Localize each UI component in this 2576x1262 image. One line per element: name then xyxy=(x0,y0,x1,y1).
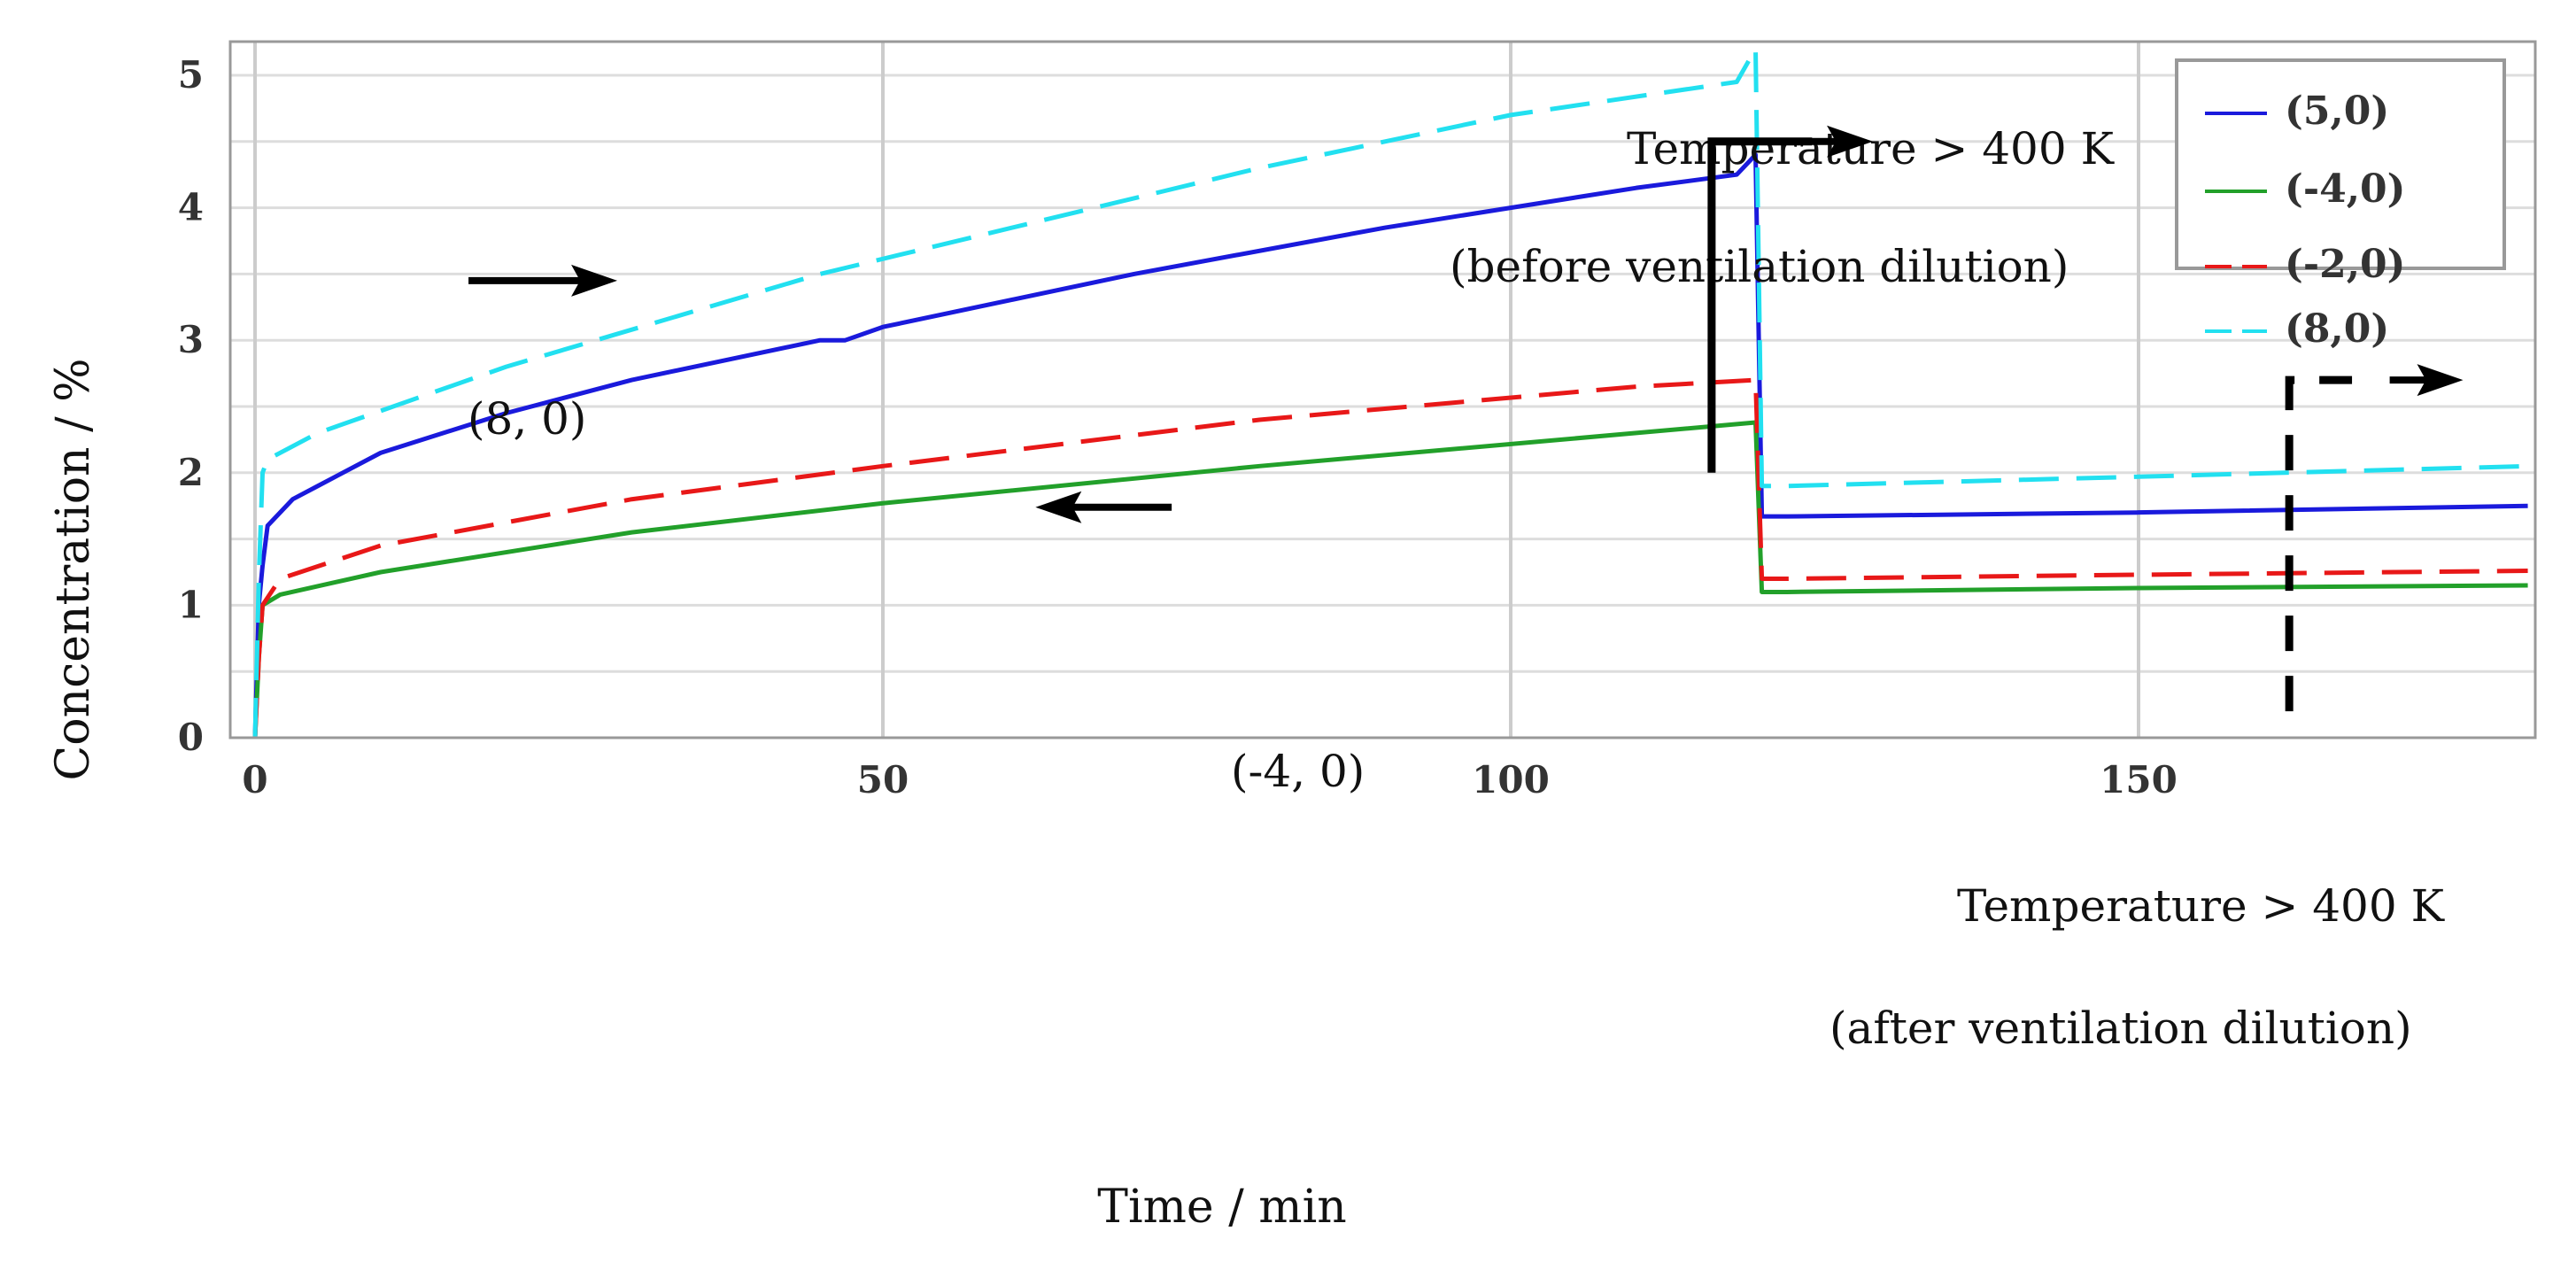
before-arrow-head xyxy=(1827,125,1874,158)
y-tick-label: 0 xyxy=(178,716,204,759)
legend-label: (-4,0) xyxy=(2285,166,2405,212)
series-line-0 xyxy=(252,152,2528,739)
annotation-after-line1: Temperature > 400 K xyxy=(1957,880,2446,932)
annotation-after-line2: (after ventilation dilution) xyxy=(1830,1003,2412,1054)
y-tick-label: 1 xyxy=(178,583,204,626)
annotation-label-m4-0: (-4, 0) xyxy=(1231,746,1365,797)
y-axis-label: Concentration / % xyxy=(47,358,100,780)
legend: (5,0) (-4,0) (-2,0) (8,0) xyxy=(2175,58,2506,352)
legend-label: (5,0) xyxy=(2285,89,2389,134)
x-tick-label: 100 xyxy=(1472,758,1550,801)
after-bracket xyxy=(2285,376,2353,712)
x-axis-label: Time / min xyxy=(1097,1181,1346,1234)
y-tick-label: 4 xyxy=(178,186,204,229)
annotation-arrows xyxy=(468,125,2464,712)
grid xyxy=(230,42,2535,739)
series-lines xyxy=(252,46,2528,739)
legend-label: (-2,0) xyxy=(2285,242,2405,287)
annotation-before-line1: Temperature > 400 K xyxy=(1627,123,2116,174)
plot-frame xyxy=(228,40,2537,739)
x-tick-label: 150 xyxy=(2100,758,2178,801)
series-line-2 xyxy=(252,377,2528,739)
y-tick-label: 2 xyxy=(178,451,204,494)
series-line-3 xyxy=(252,46,2528,739)
arrow-8-0-head xyxy=(571,264,618,297)
legend-box xyxy=(2175,58,2506,270)
series-line-1 xyxy=(252,420,2528,739)
y-tick-label: 3 xyxy=(178,318,204,361)
y-tick-label: 5 xyxy=(178,53,204,97)
annotation-before-line2: (before ventilation dilution) xyxy=(1450,241,2069,292)
x-tick-label: 50 xyxy=(857,758,909,801)
annotation-label-8-0: (8, 0) xyxy=(468,393,586,445)
legend-label: (8,0) xyxy=(2285,306,2389,352)
annotations: Temperature > 400 K (before ventilation … xyxy=(468,123,2464,1054)
x-tick-label: 0 xyxy=(242,758,267,801)
after-arrow-head xyxy=(2417,364,2464,397)
arrow-m4-0-head xyxy=(1035,491,1082,523)
